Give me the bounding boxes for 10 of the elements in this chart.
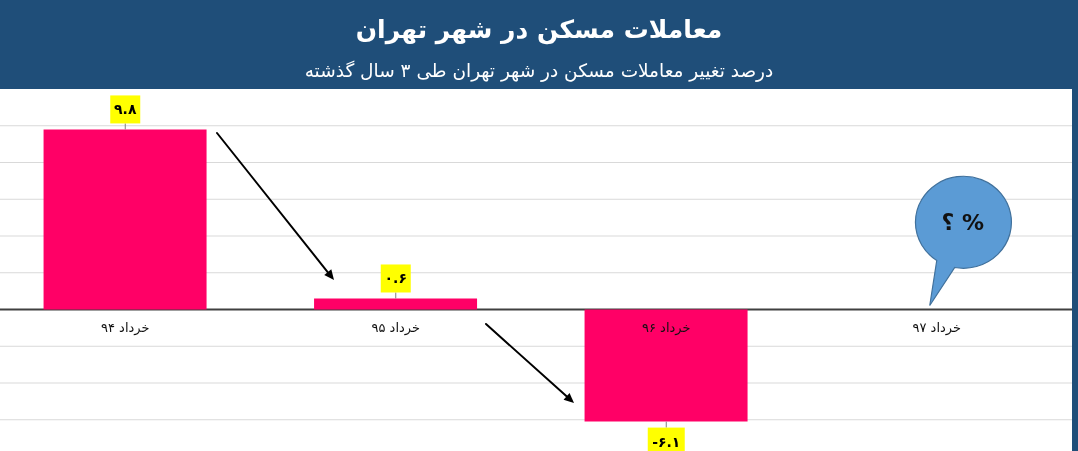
x-tick-label: خرداد ۹۴ xyxy=(101,320,150,337)
x-tick-label: خرداد ۹۶ xyxy=(642,320,691,337)
data-label: ۰.۶ xyxy=(384,270,407,287)
data-label: -۶.۱ xyxy=(652,433,681,450)
x-tick-label: خرداد ۹۵ xyxy=(371,320,420,337)
chart-subtitle: درصد تغییر معاملات مسکن در شهر تهران طی ۳ سال گذشته xyxy=(303,59,775,84)
chart-title: معاملات مسکن در شهر تهران xyxy=(354,14,724,47)
annotation: % ؟ xyxy=(941,210,984,236)
data-label: ۹.۸ xyxy=(114,101,137,118)
x-tick-label: خرداد ۹۷ xyxy=(912,320,961,337)
